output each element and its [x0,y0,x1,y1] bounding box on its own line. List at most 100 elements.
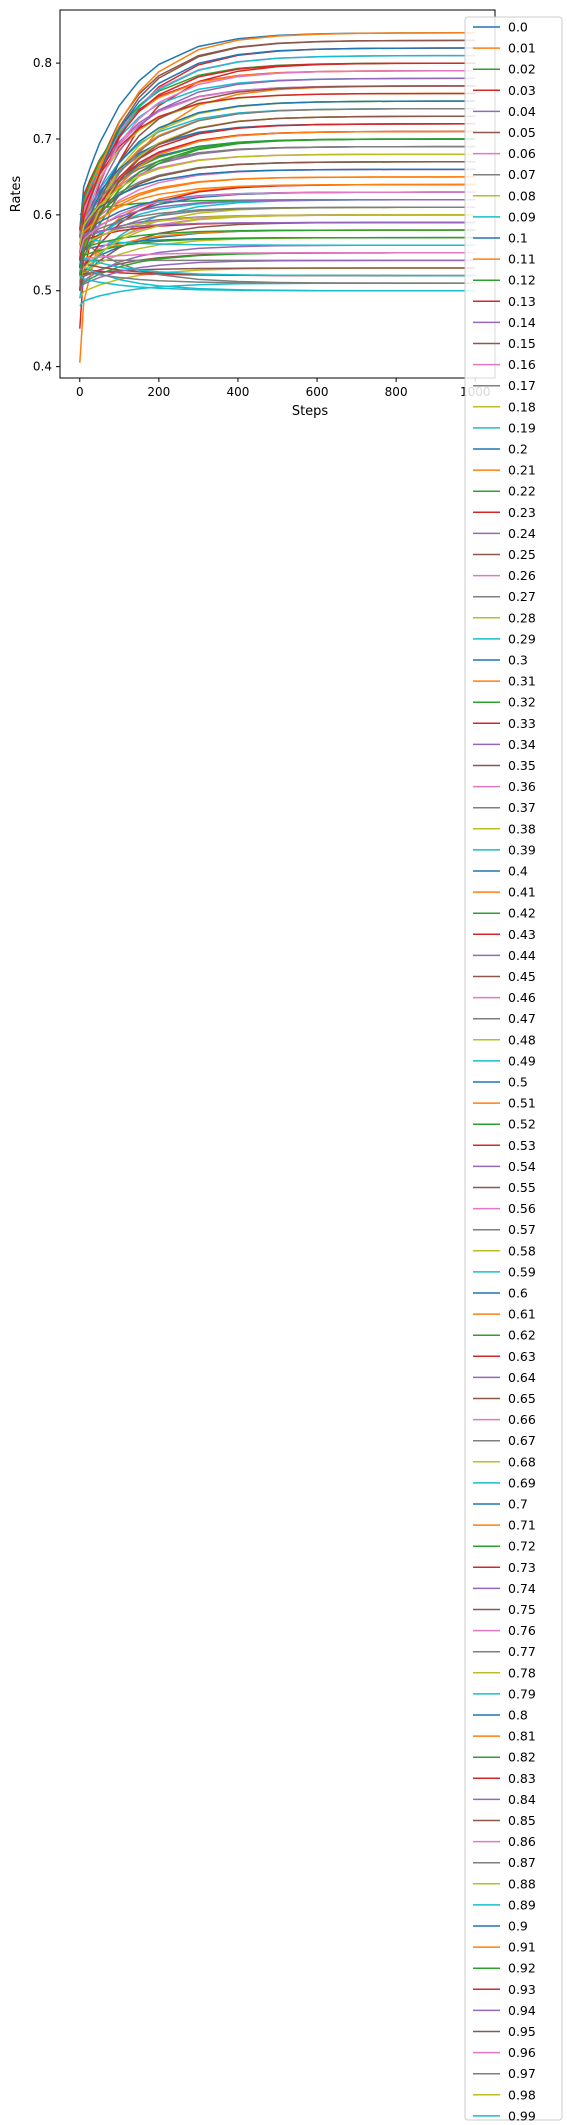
y-axis: 0.4 0.5 0.6 0.7 0.8 [33,56,60,374]
legend-label: 0.69 [508,1475,536,1490]
series-line [79,252,476,277]
legend-label: 0.49 [508,1053,536,1068]
series-line [79,191,476,254]
legend-label: 0.7 [508,1497,528,1512]
legend-label: 0.39 [508,842,536,857]
legend-label: 0.6 [508,1286,528,1301]
y-tick-label: 0.8 [33,56,52,70]
legend-label: 0.11 [508,252,536,267]
legend-label: 0.75 [508,1602,536,1617]
legend-box [464,16,563,2121]
legend-label: 0.28 [508,610,536,625]
legend-label: 0.52 [508,1117,536,1132]
legend-label: 0.37 [508,800,536,815]
legend-label: 0.34 [508,737,536,752]
x-tick-label: 400 [227,385,250,399]
series-line [79,92,476,238]
series-line [79,69,476,269]
x-tick-label: 800 [385,385,408,399]
legend-label: 0.9 [508,1919,528,1934]
y-tick-label: 0.6 [33,208,52,222]
series-line [79,145,476,238]
legend-label: 0.21 [508,463,536,478]
legend-label: 0.46 [508,990,536,1005]
legend-label: 0.13 [508,294,536,309]
legend-label: 0.15 [508,336,536,351]
legend-label: 0.82 [508,1750,536,1765]
series-line [79,259,476,292]
y-tick-label: 0.4 [33,360,52,374]
series-line [79,161,476,253]
series-line [79,115,476,291]
series-line [79,153,476,246]
legend-label: 0.61 [508,1307,536,1322]
legend-label: 0.83 [508,1771,536,1786]
legend-label: 0.09 [508,209,536,224]
legend-label: 0.96 [508,2045,536,2060]
x-tick-label: 0 [76,385,84,399]
series-line [79,236,476,246]
legend-label: 0.1 [508,231,528,246]
legend-label: 0.88 [508,1876,536,1891]
legend-label: 0.08 [508,188,536,203]
legend-label: 0.12 [508,273,536,288]
series-line [79,229,476,254]
series-line [79,54,476,269]
legend-label: 0.43 [508,927,536,942]
x-tick-label: 200 [147,385,170,399]
legend-label: 0.31 [508,674,536,689]
legend-label: 0.86 [508,1834,536,1849]
legend-label: 0.66 [508,1412,536,1427]
y-tick-label: 0.5 [33,284,52,298]
legend-label: 0.14 [508,315,536,330]
legend-label: 0.3 [508,653,528,668]
legend-label: 0.77 [508,1644,536,1659]
legend-label: 0.92 [508,1961,536,1976]
legend-label: 0.38 [508,821,536,836]
x-tick-label: 600 [306,385,329,399]
legend-label: 0.35 [508,758,536,773]
legend-label: 0.99 [508,2108,536,2123]
legend-label: 0.36 [508,779,536,794]
legend-label: 0.98 [508,2087,536,2102]
legend-label: 0.41 [508,885,536,900]
series-layer [79,32,476,363]
legend-label: 0.26 [508,568,536,583]
legend-label: 0.04 [508,104,536,119]
legend-items: 0.0 0.01 0.02 0.03 0.04 0.05 0.06 0.07 0.08 0.09 0… [473,20,536,2123]
y-tick-label: 0.7 [33,132,52,146]
legend-label: 0.56 [508,1201,536,1216]
y-axis-label: Rates [9,175,24,212]
legend-label: 0.93 [508,1982,536,1997]
legend-label: 0.25 [508,547,536,562]
x-axis-label: Steps [292,404,329,419]
legend-label: 0.76 [508,1623,536,1638]
legend-label: 0.06 [508,146,536,161]
legend-label: 0.68 [508,1454,536,1469]
legend-label: 0.94 [508,2003,536,2018]
legend-label: 0.62 [508,1328,536,1343]
legend-label: 0.02 [508,62,536,77]
legend-label: 0.97 [508,2066,536,2081]
legend-label: 0.47 [508,1011,536,1026]
legend-label: 0.59 [508,1264,536,1279]
legend-label: 0.51 [508,1096,536,1111]
legend-label: 0.24 [508,526,536,541]
legend-label: 0.45 [508,969,536,984]
legend-label: 0.4 [508,864,528,879]
legend-label: 0.17 [508,378,536,393]
legend-label: 0.19 [508,420,536,435]
legend-label: 0.07 [508,167,536,182]
legend-label: 0.05 [508,125,536,140]
legend-label: 0.2 [508,442,528,457]
legend-label: 0.01 [508,41,536,56]
legend-label: 0.42 [508,906,536,921]
legend-label: 0.91 [508,1940,536,1955]
legend: 0.0 0.01 0.02 0.03 0.04 0.05 0.06 0.07 0.08 0.09 0… [464,16,563,2123]
series-line [79,275,476,292]
legend-label: 0.73 [508,1560,536,1575]
series-line [79,183,476,246]
legend-label: 0.87 [508,1855,536,1870]
legend-label: 0.57 [508,1222,536,1237]
